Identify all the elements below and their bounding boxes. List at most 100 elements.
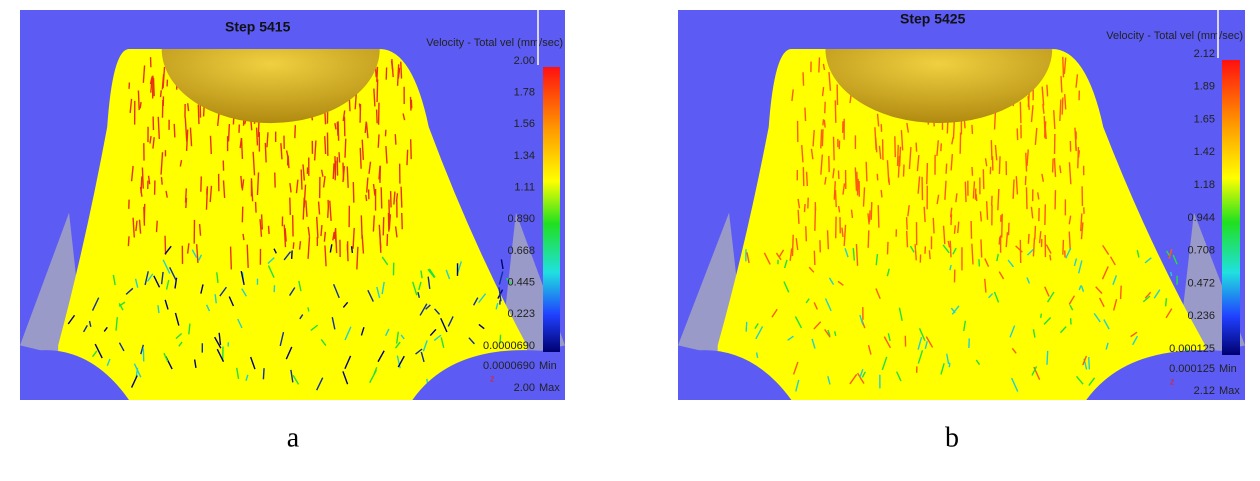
streak [1047, 85, 1048, 97]
streak [878, 205, 879, 228]
streak [866, 162, 867, 182]
streak [325, 112, 326, 124]
streak [798, 210, 799, 224]
streak [1171, 272, 1172, 276]
streak [377, 79, 378, 102]
streak [835, 190, 836, 207]
streak [411, 139, 412, 159]
colorbar-tick-label: 0.472 [1187, 277, 1215, 289]
streak [1062, 98, 1063, 115]
streak [338, 121, 339, 141]
streak [933, 218, 934, 234]
streak [373, 215, 374, 231]
streak [293, 242, 294, 249]
streak [265, 143, 266, 162]
streak [1069, 232, 1070, 250]
streak [1063, 240, 1064, 255]
streak [819, 57, 820, 72]
streak [231, 247, 232, 270]
streak [262, 214, 263, 229]
step-title: Step 5425 [900, 11, 966, 27]
max-value: 2.12 [1194, 385, 1215, 397]
colorbar [1222, 60, 1240, 355]
colorbar-tick-label: 0.708 [1187, 245, 1215, 257]
min-value: 0.0000690 [483, 360, 535, 372]
streak [924, 207, 925, 222]
streak [154, 78, 155, 96]
streak [353, 182, 354, 203]
streak [950, 241, 951, 258]
streak [806, 226, 807, 241]
colorbar-tick-label: 1.34 [514, 150, 535, 162]
streak [821, 129, 822, 148]
streak [823, 119, 824, 125]
colorbar-tick-label: 1.89 [1194, 81, 1215, 93]
colorbar-tick-label: 0.236 [1187, 310, 1215, 322]
streak [1061, 76, 1062, 92]
streak [999, 156, 1000, 174]
streak [339, 152, 340, 162]
streak [401, 62, 402, 79]
streak [1026, 187, 1027, 209]
streak [1075, 132, 1076, 150]
streak [834, 137, 835, 161]
streak [128, 236, 129, 246]
streak [210, 136, 211, 154]
streak [1089, 357, 1090, 369]
streak [138, 90, 139, 110]
streak [1041, 314, 1042, 318]
streak [243, 234, 244, 240]
streak [361, 215, 362, 238]
colorbar-tick-label: 1.78 [514, 87, 535, 99]
streak [242, 138, 243, 159]
streak [200, 224, 201, 236]
streak [824, 120, 825, 128]
streak [805, 108, 806, 121]
streak [165, 236, 166, 255]
streak [927, 163, 928, 184]
streak [792, 235, 793, 256]
streak [366, 195, 367, 201]
legend-title: Velocity - Total vel (mm/sec) [426, 37, 563, 49]
colorbar-tick-label: 1.42 [1194, 146, 1215, 158]
caption: a [287, 422, 300, 453]
streak [161, 90, 162, 97]
streak [1047, 351, 1048, 365]
streak [247, 245, 248, 268]
streak [868, 230, 869, 247]
min-label: Min [539, 360, 557, 372]
streak [828, 230, 829, 249]
streak [871, 202, 872, 220]
max-value: 2.00 [514, 382, 535, 394]
axis-marker: z [1170, 376, 1175, 386]
streak [347, 244, 348, 261]
streak [858, 179, 859, 196]
streak [976, 194, 977, 201]
streak [1020, 102, 1021, 123]
max-label: Max [539, 382, 560, 394]
streak [324, 232, 325, 242]
streak [228, 124, 229, 142]
streak [396, 193, 397, 201]
streak [1063, 57, 1064, 78]
streak [869, 210, 870, 222]
streak [206, 186, 207, 209]
streak [401, 187, 402, 208]
streak [804, 204, 805, 212]
streak [839, 206, 840, 212]
max-label: Max [1219, 385, 1240, 397]
streak [835, 100, 836, 122]
colorbar-tick-label: 0.000125 [1169, 343, 1215, 355]
colorbar-tick-label: 0.944 [1187, 212, 1215, 224]
streak [814, 251, 815, 265]
streak [980, 211, 981, 221]
colorbar-tick-label: 1.65 [1194, 113, 1215, 125]
streak [381, 187, 382, 208]
colorbar-tick-label: 2.12 [1194, 48, 1215, 60]
streak [295, 125, 296, 138]
streak [803, 72, 804, 85]
caption: b [945, 422, 959, 453]
